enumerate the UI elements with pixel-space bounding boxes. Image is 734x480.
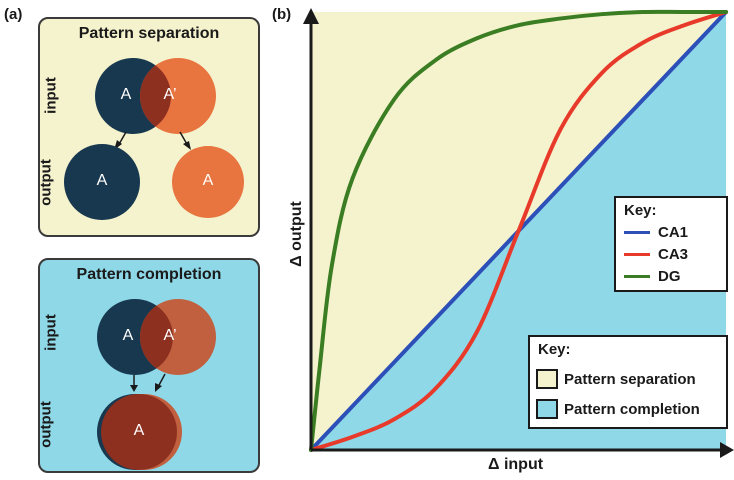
- key-label-ca1: CA1: [658, 224, 689, 241]
- pattern-separation-title: Pattern separation: [78, 25, 220, 42]
- x-axis-arrow: [720, 442, 734, 458]
- panel-a-label: (a): [4, 6, 23, 23]
- series-line-dg: [309, 9, 728, 452]
- pattern-completion-swatch: [536, 399, 558, 419]
- line-key: Key: CA1 CA3 DG: [614, 196, 728, 292]
- panel-b-label: (b): [272, 6, 292, 23]
- dg-swatch: [624, 275, 650, 278]
- key-item-pattern-separation: Pattern separation: [536, 369, 696, 389]
- key-item-pattern-completion: Pattern completion: [536, 399, 700, 419]
- key-label-ca3: CA3: [658, 246, 689, 263]
- pattern-separation-swatch: [536, 369, 558, 389]
- line-key-title: Key:: [624, 202, 657, 219]
- region-key-title: Key:: [538, 341, 571, 358]
- key-item-ca3: CA3: [624, 246, 688, 263]
- key-label-pattern-completion: Pattern completion: [564, 400, 700, 418]
- separation-output-circle-a: [64, 144, 140, 220]
- completion-output-text: A: [133, 422, 145, 439]
- separation-output-text-a-orange: A: [202, 172, 214, 189]
- completion-input-text-a-prime: A’: [163, 327, 177, 344]
- y-axis-label: Δ output: [288, 201, 305, 267]
- y-axis-arrow: [303, 8, 319, 24]
- key-item-dg: DG: [624, 268, 681, 285]
- ca1-swatch: [624, 231, 650, 234]
- completion-overlap: [140, 299, 173, 375]
- pattern-completion-title: Pattern completion: [76, 266, 222, 283]
- ca3-swatch: [624, 253, 650, 256]
- completion-input-text-a: A: [122, 327, 134, 344]
- completion-output-circle: [101, 394, 177, 470]
- completion-arrows: [130, 373, 166, 392]
- series-line-ca3: [309, 10, 728, 452]
- key-label-dg: DG: [658, 268, 681, 285]
- separation-output-text-a: A: [96, 172, 108, 189]
- x-axis-label: Δ input: [488, 456, 544, 473]
- key-label-pattern-separation: Pattern separation: [564, 370, 696, 388]
- separation-input-text-a-prime: A’: [163, 86, 177, 103]
- separation-overlap: [140, 58, 171, 134]
- key-item-ca1: CA1: [624, 224, 688, 241]
- separation-input-text-a: A: [120, 86, 132, 103]
- separation-output-circle-a-orange: [172, 146, 244, 218]
- region-key: Key: Pattern separation Pattern completi…: [528, 335, 728, 429]
